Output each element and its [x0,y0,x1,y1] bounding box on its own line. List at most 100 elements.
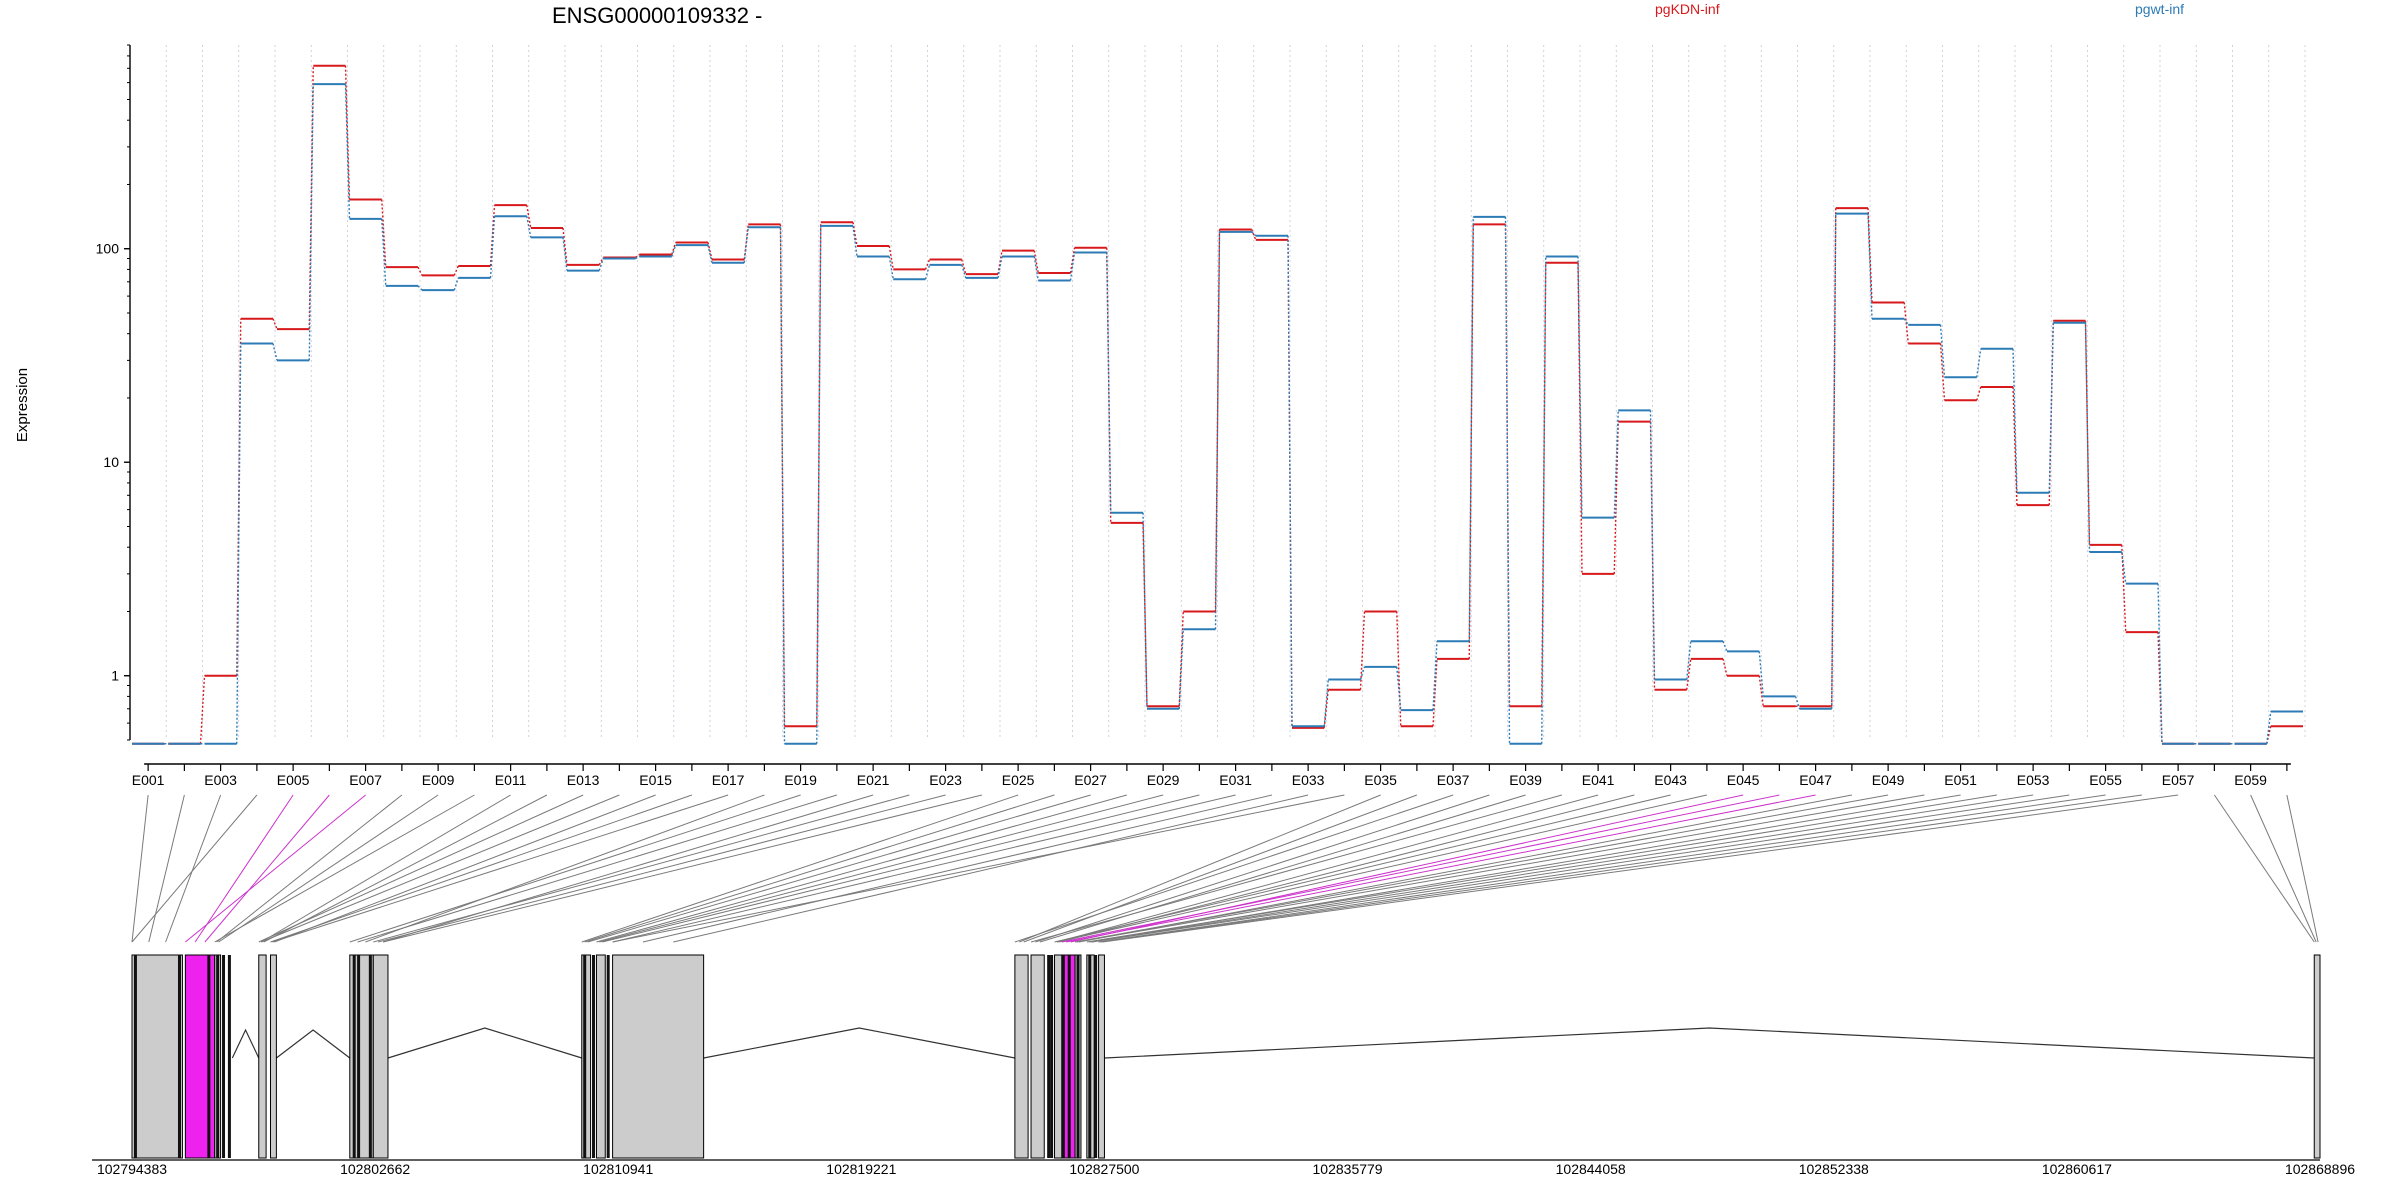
chart-title: ENSG00000109332 - [552,3,762,28]
exon-connector [148,794,185,943]
exon-boundary-mark [1061,955,1065,1158]
exon-connector [382,794,982,943]
x-tick-label: E023 [929,772,962,788]
x-tick-label: E009 [422,772,455,788]
exon-connector [642,794,1272,943]
genomic-tick-label: 102844058 [1556,1161,1626,1177]
exon-boundary-mark [133,955,137,1158]
data-connector [997,256,1003,279]
exon-connector [185,794,366,943]
exon-connector [1076,794,1925,943]
data-connector [707,242,713,260]
exon-connector [216,794,403,943]
y-tick-label: 100 [96,241,120,257]
intron-line [276,1029,351,1059]
data-connector [417,285,423,291]
exon-connector [2286,794,2319,943]
data-connector [1069,247,1076,274]
exon-connector [673,794,1309,943]
data-connector [236,343,242,744]
genomic-tick-label: 102835779 [1313,1161,1383,1177]
x-tick-label: E049 [1872,772,1905,788]
exon-boundary-mark [216,955,220,1158]
exon-connector [357,794,838,943]
exon-connector [1089,794,2034,943]
data-connector [1287,235,1293,727]
genomic-tick-label: 102860617 [2042,1161,2112,1177]
series-lines [132,64,2303,745]
data-connector [526,216,532,238]
x-tick-label: E025 [1002,772,1035,788]
data-connector [1903,318,1909,326]
x-tick-label: E001 [132,772,165,788]
exon-box [2313,954,2321,1159]
exon-connector [1039,794,1526,943]
exon-box [1014,954,1029,1159]
data-connector [1686,641,1692,680]
data-connector [453,277,459,291]
exon-boundary-mark [368,955,372,1158]
exon-connector [1054,794,1671,943]
data-connector [1649,410,1656,680]
exon-boundary-mark [606,955,610,1158]
genomic-tick-label: 102819221 [826,1161,896,1177]
data-connector [1867,213,1873,319]
data-connector [707,244,713,263]
exon-connector [165,794,222,943]
exon-connector [274,794,656,943]
data-connector [1831,208,1837,707]
data-connector [1142,512,1148,709]
exon-connector [258,794,584,943]
exon-connector [218,794,439,943]
exon-connector [1086,794,1997,943]
exon-connector [584,794,1055,943]
data-connector [1939,324,1946,378]
data-connector [1432,658,1438,727]
exon-connector [612,794,1236,943]
x-tick-label: E051 [1944,772,1977,788]
exon-connector [2213,794,2315,943]
exon-boundary-mark [357,955,361,1158]
exon-connector [1056,794,1707,943]
data-connector [417,266,423,276]
y-axis-label: Expression [14,368,31,442]
intron-line [387,1027,582,1059]
exon-connector [365,794,765,943]
intron-line [703,1027,1016,1059]
exon-boundary-mark [207,955,211,1158]
x-tick-label: E005 [277,772,310,788]
data-connector [924,264,931,280]
data-connector [1758,651,1764,697]
x-tick-label: E047 [1799,772,1832,788]
exon-box [258,954,267,1159]
data-connector [635,255,640,260]
exon-connector [272,794,729,943]
exon-connector [1102,794,2179,943]
exon-boundary-mark [1067,955,1071,1158]
data-connector [1396,666,1402,711]
intron-line [1104,1027,2315,1059]
data-connector [381,218,387,286]
exon-connector [1056,794,1599,943]
exon-connector [131,794,258,943]
y-tick-label: 1 [111,668,119,684]
exon-connector [1061,794,1780,943]
x-tick-label: E007 [349,772,382,788]
exon-connector [2250,794,2317,943]
exon-connector [378,794,946,943]
exon-connector [131,794,149,943]
exon-connector [1098,794,2106,943]
data-connector [1831,213,1837,709]
data-connector [272,343,278,361]
exon-connector [612,794,1345,943]
data-connector [1251,231,1257,237]
data-connector [1142,522,1148,707]
data-connector [1613,410,1619,518]
data-connector [272,318,278,330]
data-connector [1976,348,1982,378]
x-tick-label: E031 [1219,772,1252,788]
x-tick-label: E027 [1074,772,1107,788]
exon-box [1030,954,1045,1159]
data-connector [453,265,459,276]
x-tick-label: E019 [784,772,817,788]
